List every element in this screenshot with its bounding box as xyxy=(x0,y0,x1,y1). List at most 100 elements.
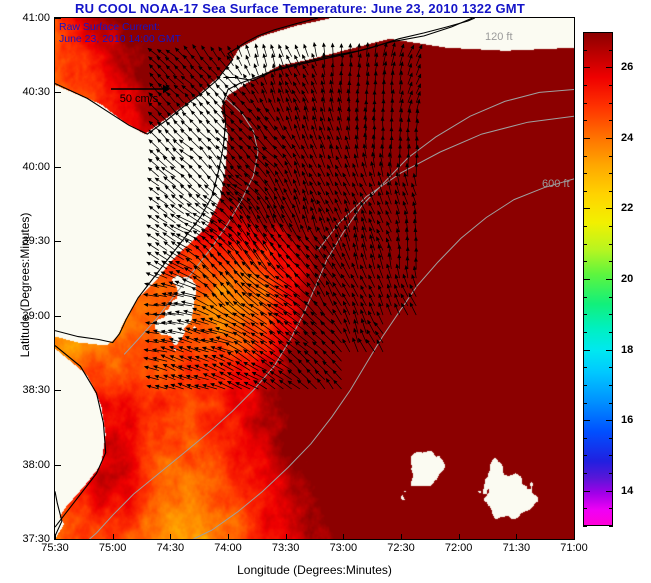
current-vector xyxy=(174,56,184,67)
current-vector xyxy=(302,179,309,196)
current-vector xyxy=(197,164,209,177)
current-vector xyxy=(315,244,326,260)
current-vector xyxy=(178,346,193,353)
current-vector xyxy=(341,262,351,279)
current-vector xyxy=(203,354,218,362)
coastline-chesapeake-mouth xyxy=(55,491,63,537)
current-vector xyxy=(337,96,342,113)
current-vector xyxy=(351,262,359,279)
current-vector xyxy=(284,80,293,94)
current-vector xyxy=(283,294,301,307)
current-vector xyxy=(302,320,317,334)
current-vector xyxy=(248,135,259,150)
current-vector xyxy=(277,370,292,381)
current-vector xyxy=(241,332,259,344)
legend-line-2: June 23, 2010 14:00 GMT xyxy=(59,33,181,45)
current-vector xyxy=(223,155,234,168)
current-vector xyxy=(321,72,326,85)
current-vector xyxy=(217,235,234,251)
coastline-long-island-north xyxy=(223,18,476,82)
current-vector xyxy=(190,84,201,94)
current-vector xyxy=(257,195,268,214)
current-vector xyxy=(173,119,184,131)
current-vector xyxy=(192,307,209,316)
current-vector xyxy=(235,371,251,381)
current-vector xyxy=(234,74,243,85)
colorbar-minor-tick xyxy=(583,102,587,104)
current-vector xyxy=(412,209,417,223)
current-vector xyxy=(317,180,326,196)
current-vector xyxy=(316,226,326,242)
current-vector xyxy=(395,209,400,223)
current-vector xyxy=(192,212,209,224)
map-plot-area[interactable]: Raw Surface Current: June 23, 2010 14:00… xyxy=(54,17,575,540)
current-vector xyxy=(302,133,309,150)
current-vector xyxy=(167,329,184,334)
current-vector xyxy=(277,243,292,260)
current-vector xyxy=(153,272,168,279)
colorbar-minor-tick xyxy=(609,367,613,369)
current-vector xyxy=(362,143,367,159)
current-vector xyxy=(194,364,209,371)
current-vector xyxy=(177,327,193,334)
y-tick-mark xyxy=(55,539,61,540)
current-vector xyxy=(176,319,193,325)
current-vector xyxy=(202,293,218,307)
current-vector xyxy=(160,271,176,279)
current-vector xyxy=(401,283,409,297)
current-vector xyxy=(206,128,218,141)
colorbar-minor-tick xyxy=(583,120,587,122)
current-vector xyxy=(301,170,309,187)
current-vector xyxy=(308,172,317,187)
current-vector xyxy=(275,264,292,279)
current-vector xyxy=(302,96,309,113)
colorbar-minor-tick xyxy=(609,226,613,228)
current-vector xyxy=(201,306,218,316)
current-vector xyxy=(226,351,243,362)
x-tick-label-73-00: 73:00 xyxy=(329,542,358,554)
current-vector xyxy=(170,383,184,390)
current-vector xyxy=(305,244,317,260)
current-vector xyxy=(331,262,342,279)
current-vector xyxy=(243,361,259,371)
current-vector xyxy=(208,164,218,177)
current-vector xyxy=(258,332,276,344)
current-vector xyxy=(386,171,392,187)
current-vector xyxy=(320,96,326,113)
current-vector xyxy=(325,199,334,214)
current-vector xyxy=(327,164,334,177)
current-vector xyxy=(399,43,405,57)
current-vector xyxy=(240,313,259,325)
current-vector xyxy=(156,55,168,67)
current-vector xyxy=(394,273,400,288)
current-vector xyxy=(238,119,251,131)
current-vector xyxy=(179,184,193,196)
current-vector xyxy=(154,224,168,233)
current-vector xyxy=(219,270,234,288)
current-vector xyxy=(241,291,259,307)
current-vector xyxy=(165,64,176,76)
current-vector xyxy=(246,214,259,233)
current-vector xyxy=(237,196,251,214)
current-vector xyxy=(207,65,218,76)
current-vector xyxy=(163,176,176,187)
current-vector xyxy=(165,84,176,94)
current-vector xyxy=(174,310,193,316)
current-vector xyxy=(209,220,226,233)
current-vector xyxy=(160,320,176,325)
current-vector xyxy=(363,132,368,150)
current-vector xyxy=(331,349,342,362)
current-vector xyxy=(286,263,301,279)
current-vector xyxy=(262,239,276,260)
current-vector xyxy=(163,384,176,390)
current-vector xyxy=(305,358,317,371)
current-vector xyxy=(293,72,301,85)
y-tick-mark xyxy=(55,241,61,243)
current-vector xyxy=(377,191,384,205)
current-vector xyxy=(395,219,400,233)
current-vector xyxy=(184,319,201,325)
current-vector xyxy=(274,285,292,298)
current-vector xyxy=(212,282,226,297)
current-vector xyxy=(332,308,342,325)
current-vector xyxy=(240,303,259,316)
